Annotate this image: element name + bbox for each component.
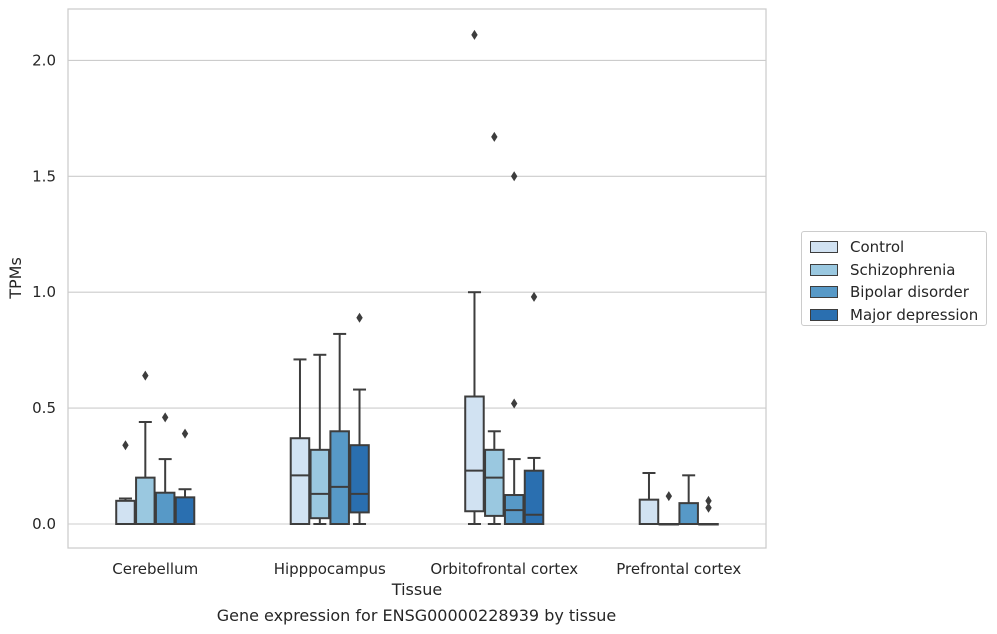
chart-caption: Gene expression for ENSG00000228939 by t… <box>216 606 617 625</box>
outlier-point <box>530 291 538 302</box>
box-iqr <box>464 395 485 513</box>
y-tick-labels: 0.0 0.5 1.0 1.5 2.0 <box>32 51 56 533</box>
outlier-point <box>665 491 673 502</box>
outlier-point <box>491 131 498 142</box>
box-iqr <box>115 499 136 526</box>
x-tick-label: Orbitofrontal cortex <box>430 560 578 578</box>
outlier-point <box>510 171 518 182</box>
box-bipolar-disorder <box>154 412 176 525</box>
y-tick-label: 1.5 <box>32 167 56 185</box>
legend-label: Schizophrenia <box>850 260 956 279</box>
legend-swatch <box>810 308 838 321</box>
box-iqr <box>174 496 196 525</box>
box-schizophrenia <box>135 370 156 526</box>
x-tick-label: Cerebellum <box>112 560 198 578</box>
legend-item: Bipolar disorder <box>810 281 986 304</box>
box-iqr <box>678 502 699 525</box>
box-schizophrenia <box>484 131 505 525</box>
outlier-point <box>705 502 712 513</box>
legend-item: Major depression <box>810 304 986 327</box>
x-tick-label: Prefrontal cortex <box>616 560 741 578</box>
legend-item: Control <box>810 236 986 259</box>
box-iqr <box>309 448 331 520</box>
outlier-point <box>161 412 169 423</box>
box-schizophrenia <box>309 353 331 525</box>
box-iqr <box>658 523 680 526</box>
outlier-point <box>181 428 189 439</box>
box-major-depression <box>523 291 545 526</box>
outlier-point <box>510 398 518 409</box>
y-tick-label: 0.5 <box>32 399 56 417</box>
x-tick-labels: Cerebellum Hipppocampus Orbitofrontal cort… <box>112 560 741 578</box>
box-bipolar-disorder <box>503 171 525 525</box>
legend-label: Major depression <box>850 305 979 324</box>
box-schizophrenia <box>658 491 680 526</box>
box-iqr <box>523 469 545 526</box>
legend-label: Bipolar disorder <box>850 283 969 302</box>
legend-label: Control <box>850 238 905 257</box>
box-control <box>115 440 136 526</box>
legend-swatch <box>810 286 838 299</box>
box-iqr <box>329 430 350 525</box>
box-control <box>289 358 311 526</box>
y-tick-label: 0.0 <box>32 515 56 533</box>
outlier-point <box>142 370 149 381</box>
box-control <box>464 29 485 525</box>
outlier-point <box>471 29 478 40</box>
box-major-depression <box>698 495 719 526</box>
box-iqr <box>289 437 311 526</box>
y-tick-label: 2.0 <box>32 51 56 69</box>
outlier-point <box>705 495 712 506</box>
box-iqr <box>484 448 505 517</box>
box-iqr <box>638 498 660 526</box>
gridlines <box>68 59 766 525</box>
legend: Control Schizophrenia Bipolar disorder Majo… <box>801 231 987 326</box>
x-tick-label: Hipppocampus <box>274 560 386 578</box>
y-axis-label: TPMs <box>6 257 25 300</box>
box-iqr <box>349 444 370 514</box>
box-bipolar-disorder <box>678 474 699 525</box>
outlier-point <box>122 440 129 451</box>
box-bipolar-disorder <box>329 332 350 525</box>
box-iqr <box>135 476 156 526</box>
box-iqr <box>698 523 719 526</box>
box-control <box>638 472 660 526</box>
legend-swatch <box>810 263 838 276</box>
box-major-depression <box>349 312 370 525</box>
box-major-depression <box>174 428 196 525</box>
plot-area-frame <box>67 8 767 549</box>
box-plot-boxes <box>115 29 719 526</box>
y-tick-label: 1.0 <box>32 283 56 301</box>
x-axis-label: Tissue <box>391 580 442 599</box>
outlier-point <box>356 312 363 323</box>
legend-item: Schizophrenia <box>810 259 986 282</box>
box-iqr <box>154 491 176 525</box>
legend-swatch <box>810 241 838 254</box>
